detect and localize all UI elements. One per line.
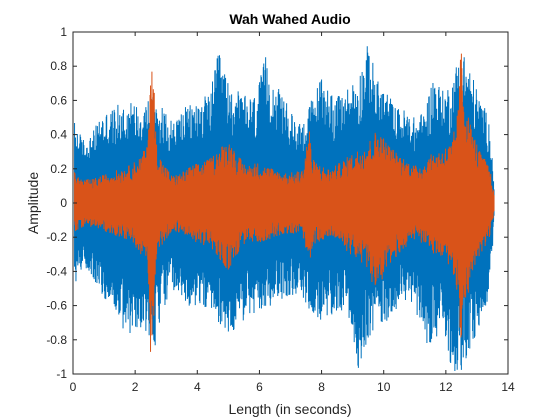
x-tick-label: 4 <box>194 380 201 394</box>
x-tick-label: 6 <box>256 380 263 394</box>
y-tick-label: -1 <box>56 367 67 381</box>
y-tick-label: -0.6 <box>46 299 67 313</box>
y-tick-label: -0.4 <box>46 264 67 278</box>
x-tick-label: 12 <box>439 380 453 394</box>
y-axis-label: Amplitude <box>25 172 41 234</box>
y-tick-label: 0.2 <box>50 162 67 176</box>
chart-title: Wah Wahed Audio <box>229 11 350 27</box>
y-tick-label: -0.8 <box>46 333 67 347</box>
y-tick-label: 0 <box>60 196 67 210</box>
series-layer <box>74 46 495 372</box>
y-tick-label: 0.4 <box>50 128 67 142</box>
x-tick-label: 10 <box>377 380 391 394</box>
x-tick-label: 0 <box>70 380 77 394</box>
x-tick-label: 2 <box>132 380 139 394</box>
y-tick-label: 0.6 <box>50 93 67 107</box>
x-tick-label: 8 <box>318 380 325 394</box>
waveform-series-2 <box>74 53 495 352</box>
y-tick-label: 0.8 <box>50 59 67 73</box>
x-tick-label: 14 <box>501 380 515 394</box>
x-axis-label: Length (in seconds) <box>229 401 352 417</box>
y-tick-label: -0.2 <box>46 230 67 244</box>
ticks-layer: 0 2 4 6 8 10 12 14 1 0.8 0.6 0.4 0.2 0 -0.2 -0.4 -0.6 -0.… <box>46 25 515 394</box>
y-tick-label: 1 <box>60 25 67 39</box>
